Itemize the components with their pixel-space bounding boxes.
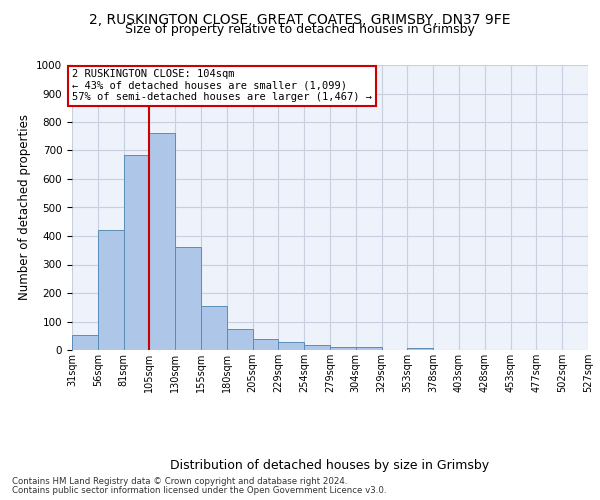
Text: Contains public sector information licensed under the Open Government Licence v3: Contains public sector information licen…: [12, 486, 386, 495]
Text: Size of property relative to detached houses in Grimsby: Size of property relative to detached ho…: [125, 22, 475, 36]
Bar: [201, 306, 227, 350]
Bar: [278, 342, 304, 350]
Text: 2 RUSKINGTON CLOSE: 104sqm
← 43% of detached houses are smaller (1,099)
57% of s: 2 RUSKINGTON CLOSE: 104sqm ← 43% of deta…: [72, 70, 372, 102]
Bar: [407, 348, 433, 350]
Bar: [330, 346, 356, 350]
Bar: [149, 133, 175, 350]
Text: Distribution of detached houses by size in Grimsby: Distribution of detached houses by size …: [170, 460, 490, 472]
Bar: [253, 338, 278, 350]
Bar: [72, 335, 98, 350]
Y-axis label: Number of detached properties: Number of detached properties: [17, 114, 31, 300]
Text: Contains HM Land Registry data © Crown copyright and database right 2024.: Contains HM Land Registry data © Crown c…: [12, 477, 347, 486]
Bar: [175, 247, 201, 350]
Bar: [356, 347, 382, 350]
Bar: [227, 328, 253, 350]
Bar: [124, 155, 149, 350]
Bar: [304, 345, 330, 350]
Bar: [98, 230, 124, 350]
Text: 2, RUSKINGTON CLOSE, GREAT COATES, GRIMSBY, DN37 9FE: 2, RUSKINGTON CLOSE, GREAT COATES, GRIMS…: [89, 12, 511, 26]
